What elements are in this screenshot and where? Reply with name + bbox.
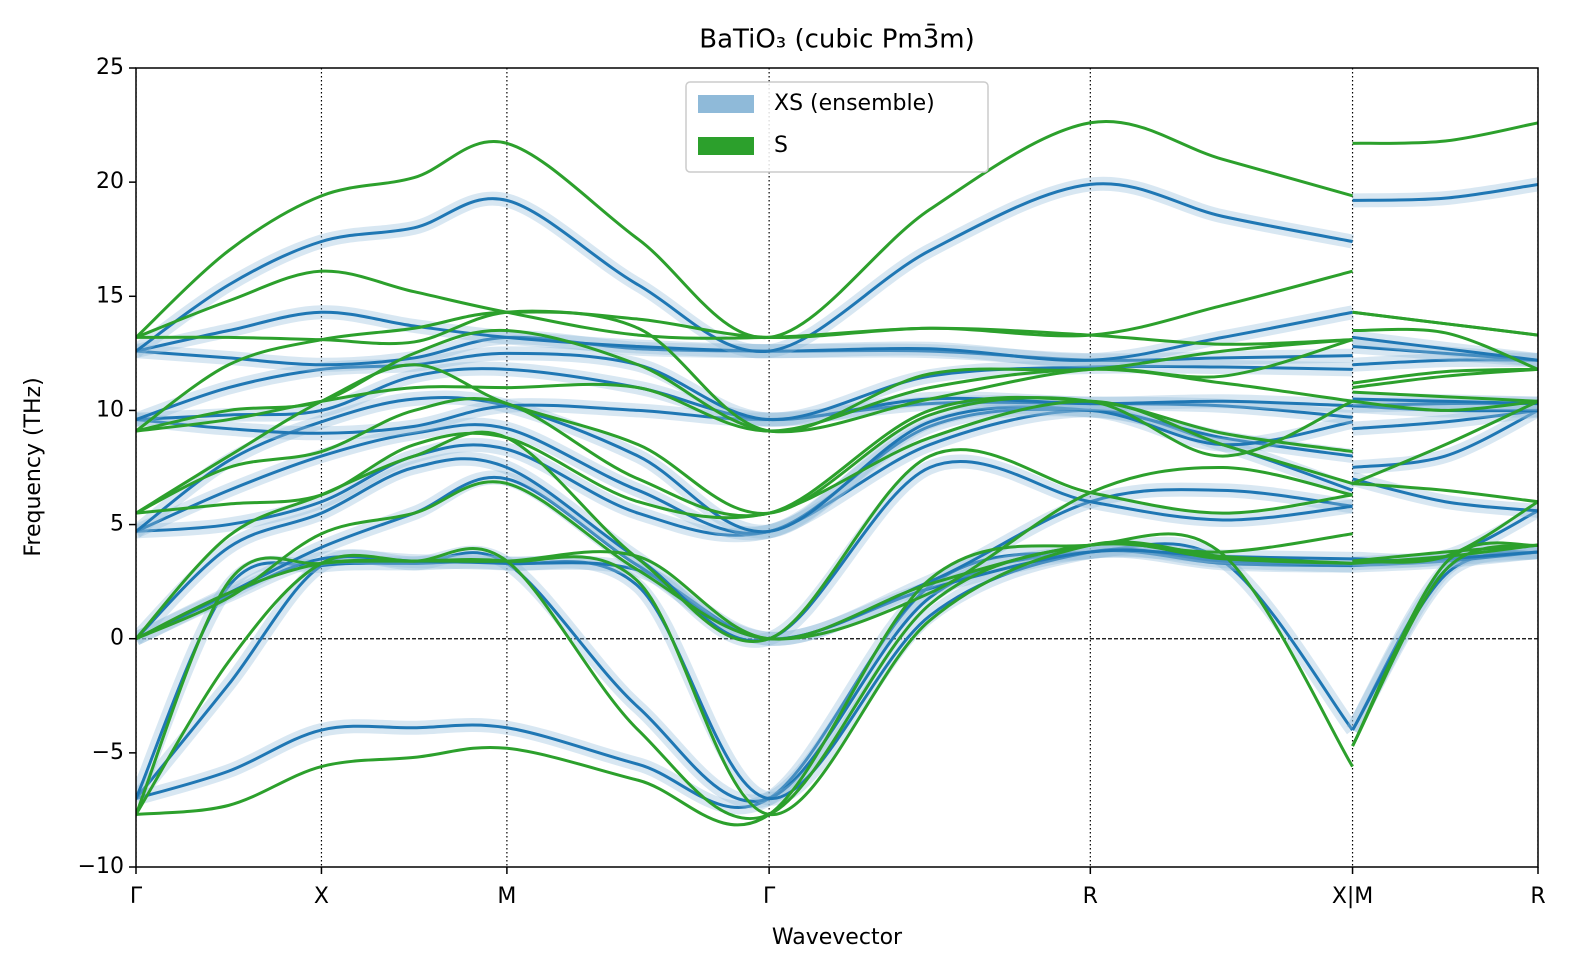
band-line xyxy=(136,328,1538,434)
x-tick-label: R xyxy=(1530,884,1545,909)
band-line xyxy=(136,540,1538,817)
x-axis-label: Wavevector xyxy=(772,925,903,950)
y-tick-label: 0 xyxy=(110,626,124,651)
band-line xyxy=(136,542,1538,809)
band-line xyxy=(136,182,1538,353)
band-line xyxy=(136,269,1538,340)
x-tick-label: Γ xyxy=(763,884,776,909)
y-axis-label: Frequency (THz) xyxy=(21,377,46,556)
band-line xyxy=(136,549,1538,803)
ensemble-spread xyxy=(136,543,1538,809)
legend-box xyxy=(685,81,989,173)
legend-label: XS (ensemble) xyxy=(774,91,935,116)
band-line xyxy=(136,120,1538,339)
ensemble-spread xyxy=(136,176,1538,359)
x-tick-label: X xyxy=(314,884,329,909)
band-line xyxy=(136,532,1538,641)
band-line xyxy=(136,465,1538,641)
band-line xyxy=(136,395,1538,518)
legend-label: S xyxy=(774,133,788,158)
y-tick-label: −5 xyxy=(92,740,124,765)
y-tick-label: −10 xyxy=(78,854,124,879)
legend-swatch xyxy=(698,95,754,113)
ensemble-spread xyxy=(136,536,1538,815)
x-tick-label: X|M xyxy=(1332,884,1373,909)
y-tick-label: 20 xyxy=(96,169,124,194)
y-tick-label: 25 xyxy=(96,55,124,80)
chart-title: BaTiO₃ (cubic Pm3̄m) xyxy=(699,23,974,55)
x-tick-label: M xyxy=(497,884,516,909)
legend-swatch xyxy=(698,137,754,155)
band-line xyxy=(136,310,1538,362)
y-tick-label: 15 xyxy=(96,283,124,308)
plot-layer xyxy=(136,68,1538,867)
y-tick-label: 10 xyxy=(96,397,124,422)
x-tick-label: R xyxy=(1083,884,1098,909)
y-tick-label: 5 xyxy=(110,512,124,537)
x-tick-label: Γ xyxy=(130,884,143,909)
plot-frame xyxy=(135,67,1539,868)
band-line xyxy=(136,310,1538,434)
band-line xyxy=(136,363,1538,515)
